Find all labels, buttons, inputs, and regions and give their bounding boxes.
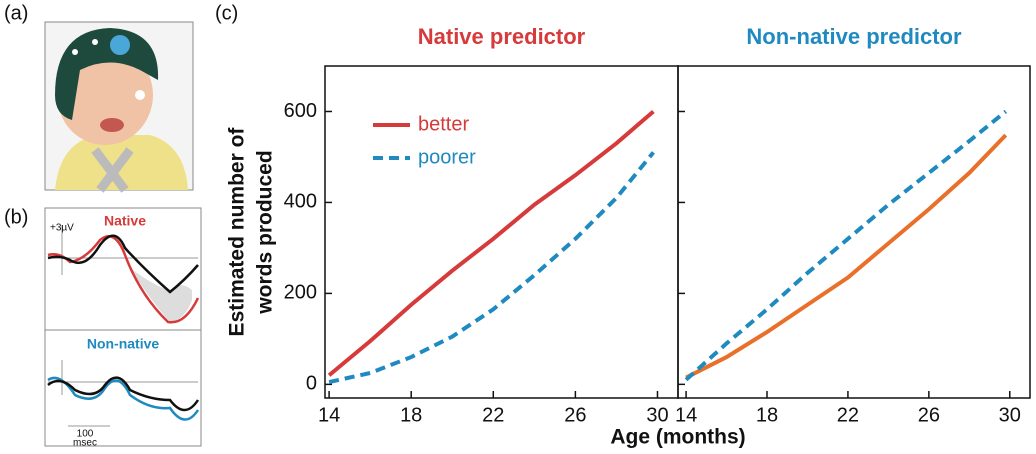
plot-frame (677, 65, 1031, 399)
panel-label: (a) (4, 2, 28, 24)
series-line (327, 109, 655, 377)
x-axis-label: Age (months) (610, 426, 745, 449)
x-tick-label: 22 (837, 404, 859, 426)
chart-title: Non-native predictor (746, 24, 962, 49)
x-tick-label: 26 (564, 404, 586, 426)
y-tick-label: 200 (284, 282, 317, 304)
legend-label: poorer (418, 146, 476, 168)
x-tick-label: 18 (400, 404, 422, 426)
legend-label: better (418, 113, 469, 135)
y-axis-label: Estimated number of (226, 127, 249, 337)
erp-panel: +3µV Native Non-native 100 msec (44, 207, 202, 449)
infant-photo (44, 21, 194, 193)
x-tick-label: 22 (482, 404, 504, 426)
erp-title: Native (104, 213, 146, 229)
x-tick-label: 30 (646, 404, 668, 426)
x-tick-label: 26 (918, 404, 940, 426)
y-axis-label: words produced (254, 150, 277, 314)
time-label: 100 (77, 429, 94, 440)
x-tick-label: 18 (756, 404, 778, 426)
series-line (685, 133, 1008, 380)
time-unit: msec (73, 438, 97, 449)
y-tick-label: 600 (284, 100, 317, 122)
scale-label: +3µV (50, 223, 74, 234)
x-tick-label: 30 (999, 404, 1021, 426)
panel-label: (b) (4, 206, 28, 228)
panel-label: (c) (215, 2, 238, 24)
y-tick-label: 400 (284, 191, 317, 213)
chart-title: Native predictor (418, 24, 586, 49)
series-line (328, 151, 655, 385)
y-tick-label: 0 (306, 373, 317, 395)
x-tick-label: 14 (318, 404, 340, 426)
series-line (684, 109, 1007, 382)
x-tick-label: 14 (675, 404, 697, 426)
erp-title: Non-native (87, 336, 160, 352)
